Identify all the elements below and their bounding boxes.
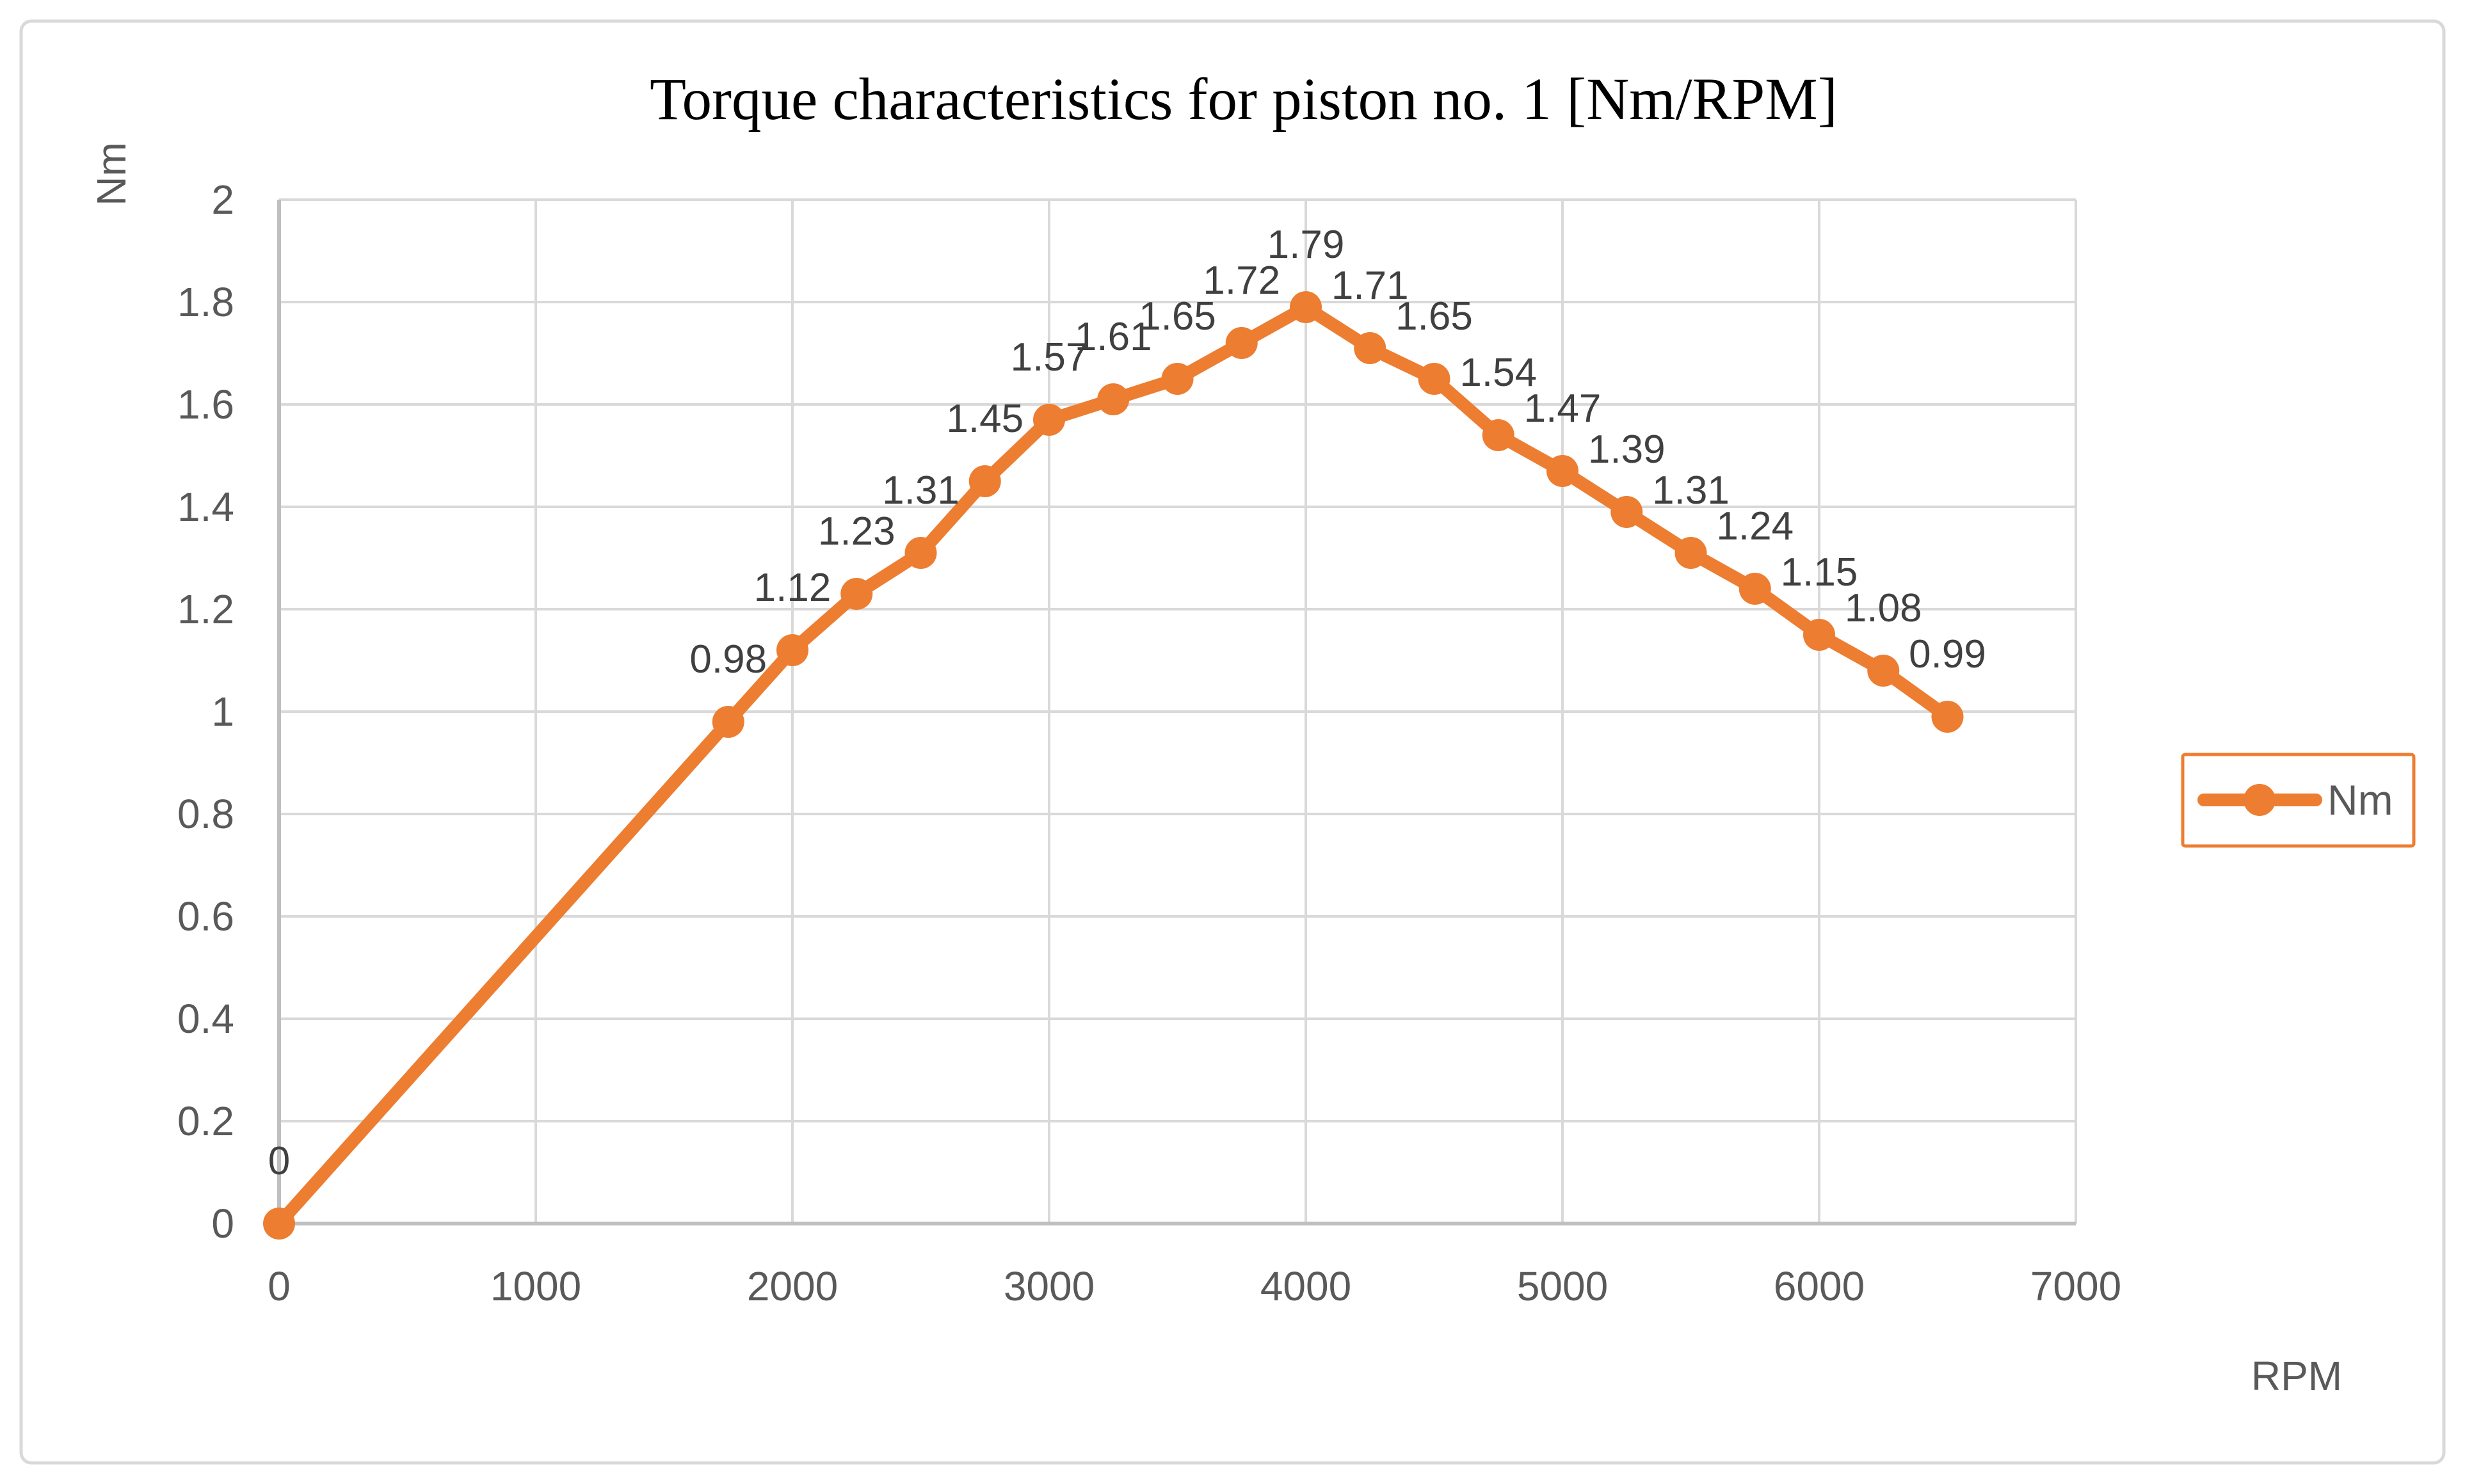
y-tick-label-1.4: 1.4 (177, 484, 234, 530)
y-tick-label-2: 2 (211, 177, 234, 223)
x-tick-label-3000: 3000 (1004, 1263, 1095, 1309)
chart-area-border (19, 19, 2446, 1465)
legend-label: Nm (2327, 776, 2393, 824)
x-axis-tick-labels: 0 1000 2000 3000 4000 5000 6000 7000 (268, 1263, 2121, 1309)
data-point-marker (1867, 655, 1900, 687)
data-point-marker (1033, 404, 1065, 436)
legend[interactable]: Nm (2181, 753, 2416, 848)
chart-title: Torque characteristics for piston no. 1 … (650, 67, 1838, 132)
x-tick-label-4000: 4000 (1260, 1263, 1351, 1309)
data-point-label: 1.57 (1011, 335, 1088, 379)
data-point-marker (1161, 363, 1194, 395)
data-labels: 00.981.121.231.311.451.571.611.651.721.7… (268, 223, 1986, 1183)
x-tick-label-5000: 5000 (1517, 1263, 1608, 1309)
data-point-label: 1.31 (1652, 468, 1730, 513)
data-point-label: 1.45 (946, 397, 1024, 441)
data-point-marker (776, 634, 808, 666)
x-tick-label-2000: 2000 (747, 1263, 838, 1309)
x-tick-label-7000: 7000 (2030, 1263, 2121, 1309)
data-point-label: 1.71 (1331, 264, 1409, 308)
data-point-marker (1290, 291, 1322, 323)
legend-marker-sample (2244, 784, 2276, 816)
y-tick-label-0.8: 0.8 (177, 791, 234, 837)
data-point-marker (1738, 573, 1771, 605)
data-point-label: 1.47 (1524, 387, 1602, 431)
data-point-label: 1.79 (1267, 223, 1345, 267)
data-point-marker (840, 578, 873, 610)
x-tick-label-6000: 6000 (1774, 1263, 1865, 1309)
y-tick-label-1.2: 1.2 (177, 586, 234, 632)
data-point-label: 1.39 (1588, 427, 1666, 472)
data-point-label: 1.08 (1845, 586, 1922, 630)
y-axis-tick-labels: 0 0.2 0.4 0.6 0.8 1 1.2 1.4 1.6 1.8 2 (177, 177, 234, 1247)
data-point-marker (1097, 383, 1130, 415)
y-tick-label-0.6: 0.6 (177, 893, 234, 939)
y-tick-label-1.8: 1.8 (177, 279, 234, 325)
data-point-marker (712, 706, 744, 738)
data-point-label: 1.31 (882, 468, 960, 513)
data-point-marker (1803, 619, 1835, 651)
data-point-label: 1.72 (1203, 259, 1280, 303)
data-point-label: 1.61 (1075, 315, 1152, 359)
series-nm (263, 291, 1964, 1240)
x-tick-label-1000: 1000 (490, 1263, 581, 1309)
y-axis-title: Nm (88, 142, 134, 206)
data-point-label: 0 (268, 1139, 290, 1183)
data-point-marker (263, 1208, 295, 1240)
data-point-marker (1546, 455, 1578, 487)
y-tick-label-0.4: 0.4 (177, 996, 234, 1042)
y-tick-label-1: 1 (211, 689, 234, 735)
data-point-marker (1610, 496, 1643, 528)
data-point-marker (1674, 537, 1707, 569)
y-tick-label-0: 0 (211, 1201, 234, 1247)
data-point-marker (968, 465, 1001, 497)
data-point-marker (904, 537, 937, 569)
data-point-label: 1.24 (1716, 504, 1794, 548)
data-point-marker (1931, 701, 1964, 733)
data-point-marker (1225, 327, 1258, 359)
data-point-marker (1418, 363, 1450, 395)
x-axis-title: RPM (2251, 1353, 2342, 1399)
axis-lines (277, 200, 2076, 1225)
data-point-marker (1482, 419, 1514, 451)
data-point-label: 1.65 (1395, 294, 1473, 339)
data-point-label: 1.12 (754, 566, 831, 610)
data-point-label: 0.98 (689, 637, 767, 682)
data-point-label: 1.23 (818, 509, 895, 554)
data-point-marker (1354, 332, 1386, 364)
x-tick-label-0: 0 (268, 1263, 291, 1309)
y-tick-label-0.2: 0.2 (177, 1098, 234, 1144)
data-point-label: 0.99 (1909, 632, 1986, 676)
data-point-label: 1.15 (1781, 550, 1858, 594)
data-point-label: 1.65 (1139, 294, 1216, 339)
y-tick-label-1.6: 1.6 (177, 381, 234, 427)
data-point-label: 1.54 (1459, 351, 1537, 395)
